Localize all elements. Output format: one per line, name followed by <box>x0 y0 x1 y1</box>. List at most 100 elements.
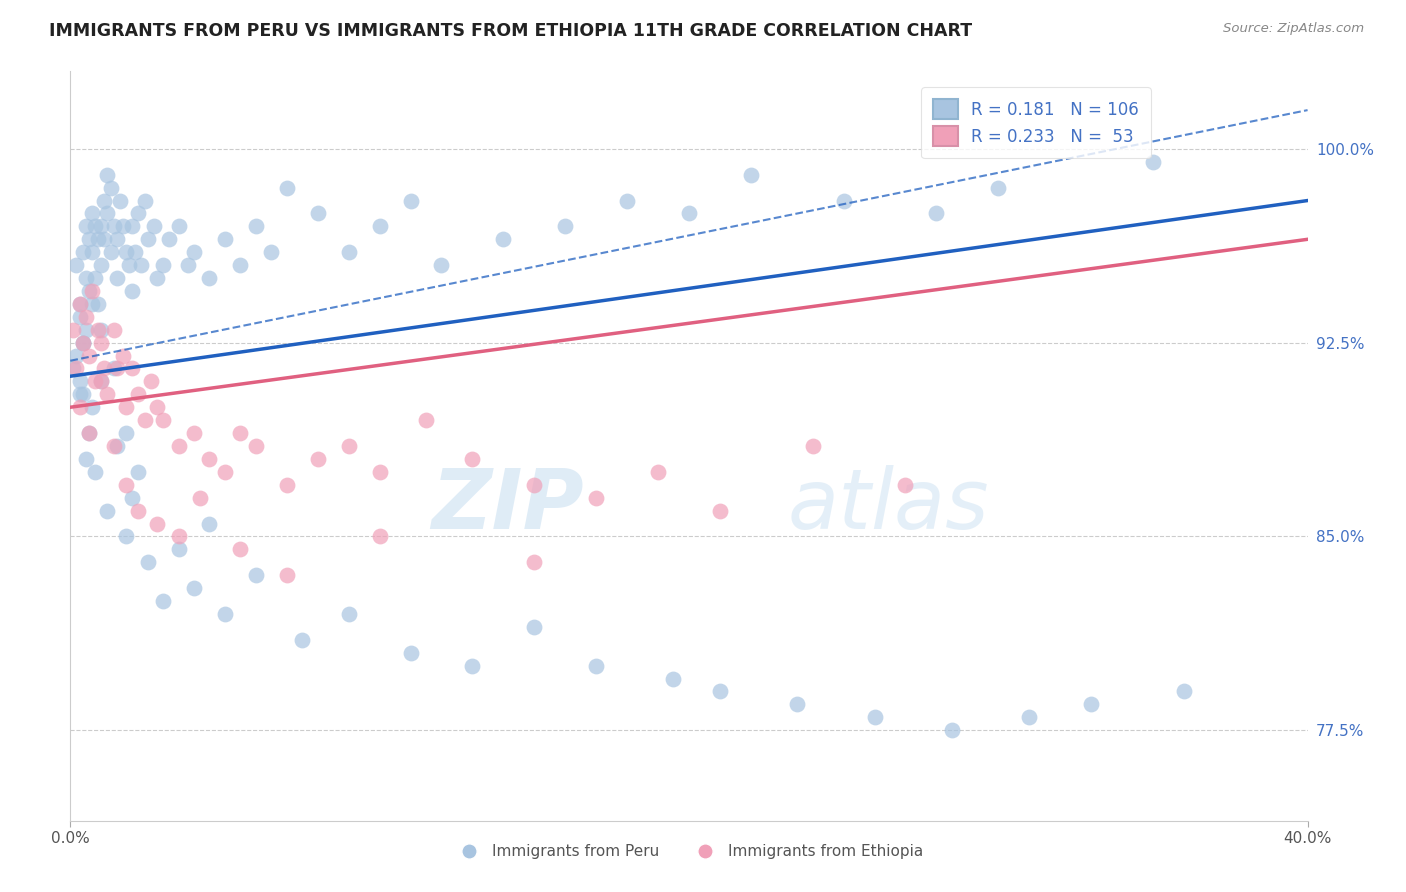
Point <box>105 439 128 453</box>
Point <box>183 581 205 595</box>
Point <box>69 401 91 415</box>
Point <box>121 491 143 505</box>
Point <box>740 168 762 182</box>
Point <box>72 387 94 401</box>
Point <box>430 258 453 272</box>
Point <box>616 194 638 208</box>
Point <box>69 297 91 311</box>
Point <box>214 607 236 621</box>
Point <box>90 219 112 234</box>
Point <box>127 503 149 517</box>
Point <box>77 349 100 363</box>
Point <box>167 529 190 543</box>
Point <box>260 245 283 260</box>
Point <box>1080 698 1102 712</box>
Point <box>90 258 112 272</box>
Point <box>69 297 91 311</box>
Point <box>96 206 118 220</box>
Point <box>245 568 267 582</box>
Point <box>80 297 103 311</box>
Point <box>585 658 607 673</box>
Point <box>124 245 146 260</box>
Point <box>62 361 84 376</box>
Point <box>75 310 97 324</box>
Point <box>307 451 329 466</box>
Point <box>245 439 267 453</box>
Point <box>80 284 103 298</box>
Point <box>167 439 190 453</box>
Point <box>103 323 125 337</box>
Point <box>307 206 329 220</box>
Point <box>84 219 107 234</box>
Point <box>415 413 437 427</box>
Point <box>84 465 107 479</box>
Point <box>65 349 87 363</box>
Point <box>80 401 103 415</box>
Point <box>100 245 122 260</box>
Point <box>127 387 149 401</box>
Point <box>115 477 138 491</box>
Point <box>96 168 118 182</box>
Point <box>1142 154 1164 169</box>
Point <box>214 232 236 246</box>
Point <box>105 232 128 246</box>
Point <box>786 698 808 712</box>
Point <box>134 413 156 427</box>
Point <box>142 219 165 234</box>
Point <box>585 491 607 505</box>
Legend: Immigrants from Peru, Immigrants from Ethiopia: Immigrants from Peru, Immigrants from Et… <box>449 838 929 865</box>
Point <box>214 465 236 479</box>
Point <box>492 232 515 246</box>
Point <box>136 232 159 246</box>
Point <box>121 284 143 298</box>
Point <box>77 284 100 298</box>
Point <box>105 361 128 376</box>
Point <box>103 219 125 234</box>
Point <box>276 180 298 194</box>
Point <box>337 439 360 453</box>
Point <box>103 439 125 453</box>
Point <box>87 232 110 246</box>
Point <box>72 335 94 350</box>
Point <box>118 258 141 272</box>
Point <box>93 232 115 246</box>
Point <box>152 594 174 608</box>
Point <box>139 375 162 389</box>
Point <box>75 323 97 337</box>
Point <box>80 206 103 220</box>
Point <box>146 401 169 415</box>
Point <box>157 232 180 246</box>
Point <box>337 245 360 260</box>
Point <box>709 684 731 698</box>
Point <box>368 219 391 234</box>
Point <box>87 297 110 311</box>
Point <box>90 335 112 350</box>
Point <box>801 439 824 453</box>
Point <box>229 542 252 557</box>
Point <box>93 361 115 376</box>
Point <box>1173 684 1195 698</box>
Point <box>115 529 138 543</box>
Point <box>75 271 97 285</box>
Point <box>167 219 190 234</box>
Point <box>115 426 138 441</box>
Point <box>554 219 576 234</box>
Point <box>62 323 84 337</box>
Point <box>177 258 200 272</box>
Point <box>90 323 112 337</box>
Point <box>987 180 1010 194</box>
Point <box>198 271 221 285</box>
Point <box>93 194 115 208</box>
Point <box>84 271 107 285</box>
Point <box>832 194 855 208</box>
Point <box>291 632 314 647</box>
Point <box>111 349 134 363</box>
Point <box>229 258 252 272</box>
Point <box>72 335 94 350</box>
Point <box>77 232 100 246</box>
Point <box>894 477 917 491</box>
Point <box>90 375 112 389</box>
Point <box>96 503 118 517</box>
Point <box>523 620 546 634</box>
Point <box>103 361 125 376</box>
